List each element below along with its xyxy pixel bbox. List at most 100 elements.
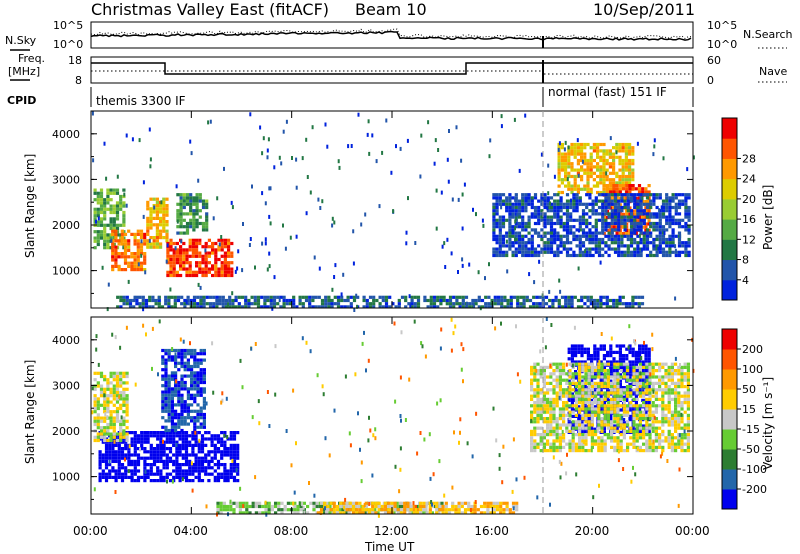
data-cell bbox=[271, 306, 274, 311]
data-cell bbox=[514, 237, 516, 242]
data-cell bbox=[560, 181, 564, 185]
data-cell bbox=[570, 398, 574, 402]
data-cell bbox=[169, 245, 173, 249]
colorbar-segment bbox=[722, 239, 737, 261]
data-cell bbox=[606, 413, 610, 417]
data-cell bbox=[202, 412, 206, 417]
data-cell bbox=[533, 196, 538, 200]
data-cell bbox=[652, 196, 656, 200]
data-cell bbox=[612, 155, 616, 159]
data-cell bbox=[626, 205, 630, 210]
data-cell bbox=[635, 410, 639, 414]
data-cell bbox=[492, 237, 496, 242]
data-cell bbox=[492, 231, 496, 235]
data-cell bbox=[540, 212, 544, 216]
data-cell bbox=[624, 165, 628, 169]
data-cell bbox=[602, 366, 606, 370]
data-cell bbox=[186, 416, 190, 420]
data-cell bbox=[191, 434, 195, 438]
data-cell bbox=[571, 442, 575, 446]
data-cell bbox=[557, 302, 561, 306]
data-cell bbox=[152, 434, 157, 438]
data-cell bbox=[170, 416, 174, 420]
data-cell bbox=[501, 218, 506, 222]
data-cell bbox=[189, 218, 193, 222]
data-cell bbox=[109, 387, 113, 391]
data-cell bbox=[647, 219, 651, 223]
data-cell bbox=[590, 423, 594, 427]
data-cell bbox=[128, 305, 133, 309]
data-cell bbox=[111, 450, 115, 454]
data-cell bbox=[687, 209, 691, 213]
data-cell bbox=[642, 209, 646, 213]
data-cell bbox=[191, 245, 195, 249]
noise-tick-low-right: 10^0 bbox=[707, 38, 737, 51]
data-cell bbox=[174, 428, 178, 433]
data-cell bbox=[227, 264, 231, 268]
data-cell bbox=[618, 203, 622, 207]
data-cell bbox=[658, 234, 662, 238]
data-cell bbox=[120, 229, 124, 233]
data-cell bbox=[306, 175, 309, 179]
data-cell bbox=[106, 426, 110, 430]
data-cell bbox=[117, 475, 121, 479]
data-cell bbox=[619, 391, 623, 395]
data-cell bbox=[538, 259, 541, 264]
data-cell bbox=[610, 231, 614, 235]
data-cell bbox=[671, 237, 675, 242]
data-cell bbox=[635, 378, 639, 382]
data-cell bbox=[198, 264, 202, 268]
data-cell bbox=[570, 424, 574, 428]
data-cell bbox=[552, 401, 556, 405]
data-cell bbox=[617, 209, 621, 213]
data-cell bbox=[164, 371, 168, 375]
data-cell bbox=[581, 413, 585, 417]
data-cell bbox=[112, 422, 116, 427]
data-cell bbox=[642, 202, 646, 206]
data-cell bbox=[665, 193, 669, 197]
data-cell bbox=[565, 378, 569, 382]
data-cell bbox=[599, 165, 603, 169]
data-cell bbox=[604, 196, 608, 200]
data-cell bbox=[461, 226, 464, 231]
data-cell bbox=[166, 251, 170, 255]
data-cell bbox=[618, 347, 622, 351]
data-cell bbox=[213, 469, 217, 473]
data-cell bbox=[629, 426, 633, 430]
freq-unit-label: [MHz] bbox=[8, 65, 40, 78]
data-cell bbox=[159, 242, 163, 246]
data-cell bbox=[645, 426, 649, 430]
data-cell bbox=[615, 187, 619, 191]
data-cell bbox=[549, 423, 553, 427]
data-cell bbox=[205, 202, 209, 206]
data-cell bbox=[521, 215, 525, 219]
data-cell bbox=[196, 295, 200, 299]
data-cell bbox=[642, 365, 646, 369]
data-cell bbox=[584, 436, 588, 440]
data-cell bbox=[645, 253, 650, 258]
data-cell bbox=[170, 406, 174, 410]
data-cell bbox=[180, 239, 183, 244]
data-cell bbox=[599, 302, 603, 306]
data-cell bbox=[146, 239, 150, 243]
data-cell bbox=[652, 241, 656, 245]
data-cell bbox=[562, 369, 566, 373]
data-cell bbox=[573, 146, 577, 150]
data-cell bbox=[165, 463, 169, 467]
data-cell bbox=[173, 298, 177, 303]
data-cell bbox=[570, 347, 574, 351]
data-cell bbox=[514, 225, 518, 229]
data-cell bbox=[230, 273, 234, 278]
data-cell bbox=[167, 428, 171, 433]
data-cell bbox=[167, 406, 171, 410]
data-cell bbox=[508, 221, 512, 226]
data-cell bbox=[103, 204, 107, 208]
data-cell bbox=[133, 463, 137, 467]
data-cell bbox=[638, 379, 642, 383]
data-cell bbox=[106, 188, 110, 192]
data-cell bbox=[665, 250, 669, 254]
data-cell bbox=[687, 250, 691, 254]
data-cell bbox=[172, 248, 176, 252]
data-cell bbox=[191, 479, 195, 483]
data-cell bbox=[603, 372, 607, 376]
